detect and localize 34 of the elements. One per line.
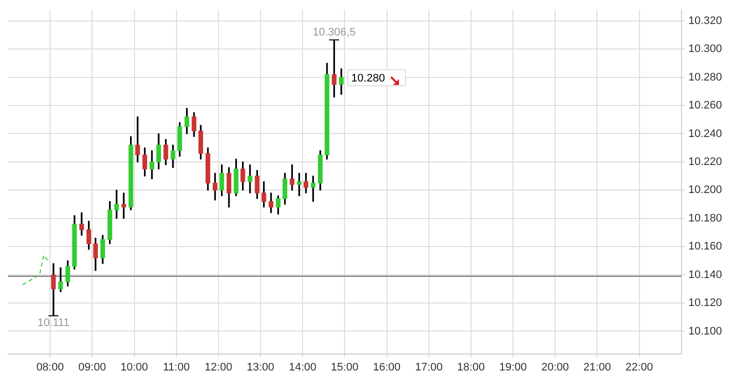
x-tick-label: 13:00: [246, 361, 274, 374]
y-tick-label: 10.320: [688, 14, 722, 27]
y-tick-label: 10.260: [688, 100, 722, 112]
candlestick: [248, 164, 252, 194]
x-tick-label: 14:00: [288, 361, 316, 374]
y-tick-label: 10.280: [688, 71, 722, 84]
y-tick-label: 10.140: [688, 268, 722, 281]
y-tick-label: 10.300: [688, 43, 722, 56]
x-tick-label: 18:00: [457, 361, 485, 374]
x-tick-label: 11:00: [162, 361, 190, 374]
y-tick-label: 10.220: [688, 156, 722, 168]
candlestick: [290, 164, 294, 190]
x-tick-label: 08:00: [36, 361, 64, 374]
y-tick-label: 10.100: [688, 325, 722, 338]
annotation: 10.111: [37, 317, 70, 330]
x-tick-label: 09:00: [78, 361, 106, 374]
x-tick-label: 21:00: [583, 361, 611, 374]
y-tick-label: 10.240: [688, 128, 722, 140]
x-tick-label: 16:00: [372, 361, 401, 374]
line-series: [22, 254, 48, 286]
x-tick-label: 20:00: [541, 361, 569, 374]
annotation: 10.280: [351, 72, 385, 84]
x-tick-label: 19:00: [499, 361, 527, 374]
candlestick: [114, 190, 119, 219]
y-tick-label: 10.160: [688, 240, 722, 253]
x-tick-label: 15:00: [330, 361, 358, 374]
y-tick-label: 10.200: [688, 184, 722, 196]
y-tick-label: 10.120: [688, 297, 722, 310]
x-tick-label: 12:00: [204, 361, 232, 374]
annotation: 10.306,5: [312, 26, 356, 38]
x-tick-label: 22:00: [626, 361, 654, 374]
x-tick-label: 10:00: [120, 361, 148, 374]
y-tick-label: 10.180: [688, 212, 722, 224]
x-tick-label: 17:00: [415, 361, 443, 374]
